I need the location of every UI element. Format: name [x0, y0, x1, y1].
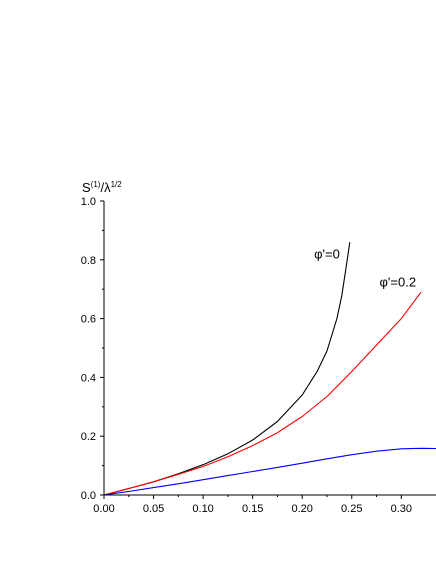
x-tick-label: 0.00 — [93, 503, 114, 515]
series-annotation-0: φ'=0 — [314, 246, 340, 261]
annotations: φ'=0 φ'=0.2 — [314, 246, 416, 289]
y-axis-label: S(1)/λ1/2 — [82, 180, 122, 195]
y-tick-label: 0.0 — [81, 490, 96, 502]
y-tick-label: 0.8 — [81, 255, 96, 267]
y-label-sup2: 1/2 — [111, 180, 123, 189]
axes — [103, 201, 436, 496]
y-tick-label: 0.4 — [81, 372, 96, 384]
series-annotation-1: φ'=0.2 — [380, 274, 417, 289]
y-label-base: S — [82, 180, 91, 195]
x-tick-label: 0.20 — [291, 503, 312, 515]
y-tick-label: 0.2 — [81, 431, 96, 443]
ticks: 0.00 0.05 0.10 0.15 0.20 0.25 0.30 0.0 0.2 0.4 0.6… — [81, 196, 412, 515]
x-tick-label: 0.10 — [192, 503, 213, 515]
y-label-sup1: (1) — [91, 180, 101, 189]
x-tick-label: 0.15 — [242, 503, 263, 515]
series-line-2 — [103, 447, 436, 496]
x-tick-label: 0.30 — [391, 503, 412, 515]
y-tick-label: 0.6 — [81, 314, 96, 326]
y-label-mid: /λ — [100, 180, 111, 195]
x-tick-label: 0.25 — [341, 503, 362, 515]
series-line-1 — [103, 291, 422, 496]
y-tick-label: 1.0 — [81, 196, 96, 208]
series-layer — [103, 242, 436, 496]
x-tick-label: 0.05 — [143, 503, 164, 515]
